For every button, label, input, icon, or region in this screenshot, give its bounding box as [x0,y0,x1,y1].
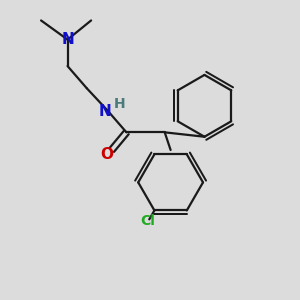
Text: H: H [114,97,125,111]
Text: N: N [61,32,74,47]
Text: Cl: Cl [140,214,155,228]
Text: O: O [100,147,113,162]
Text: N: N [99,104,111,119]
